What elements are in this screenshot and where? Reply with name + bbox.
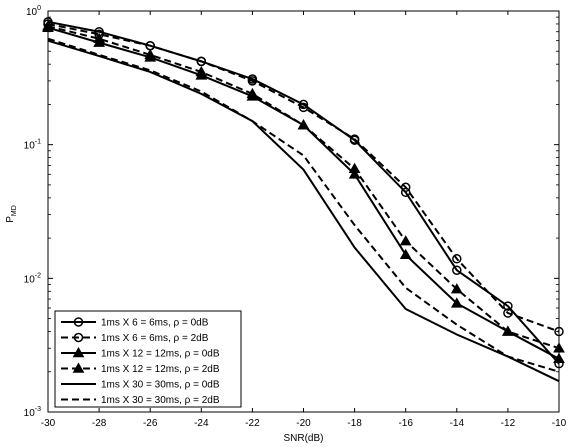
x-tick-label: -12 (501, 418, 516, 429)
data-point (400, 187, 411, 198)
x-axis-label: SNR(dB) (283, 433, 323, 444)
y-tick-label: 10-1 (24, 139, 41, 152)
data-point (553, 342, 565, 353)
data-point (554, 326, 564, 337)
y-axis-label-subscript: MD (11, 205, 18, 216)
data-point (144, 48, 157, 60)
legend-label: 1ms X 6 = 6ms, ρ = 2dB (101, 333, 209, 344)
y-tick-label: 100 (26, 5, 41, 18)
legend-box (54, 310, 242, 408)
legend-label: 1ms X 30 = 30ms, ρ = 2dB (101, 395, 220, 406)
data-point (298, 99, 309, 110)
x-tick-label: -18 (347, 418, 362, 429)
y-axis-label-main: P (5, 216, 16, 223)
data-point (247, 76, 258, 86)
data-point (503, 301, 513, 311)
series-line-6 (47, 37, 560, 373)
y-tick-base: 10 (26, 7, 38, 18)
x-tick-label: -28 (92, 418, 107, 429)
y-tick-base: 10 (24, 408, 36, 419)
x-tick-label: -20 (296, 418, 311, 429)
data-point (399, 235, 412, 246)
y-tick-base: 10 (24, 274, 36, 285)
data-point (450, 283, 463, 294)
x-tick-label: -22 (245, 418, 260, 429)
x-tick-label: -10 (552, 418, 567, 429)
data-point (553, 352, 565, 364)
data-point (72, 346, 85, 358)
series-line-1 (47, 20, 560, 365)
legend-label: 1ms X 6 = 6ms, ρ = 0dB (101, 318, 209, 329)
data-point (73, 317, 84, 327)
y-tick-exponent: -2 (35, 272, 41, 279)
y-tick-exponent: -3 (35, 406, 41, 413)
data-point (42, 20, 54, 31)
data-point (72, 362, 85, 373)
y-tick-exponent: 0 (37, 5, 41, 12)
axis-ticks: -30 -28 -26 -24 -22 -20 -18 -16 -14 -12 -1010010-1… (24, 5, 567, 429)
y-tick-base: 10 (24, 141, 36, 152)
data-point (400, 182, 411, 193)
data-point (348, 162, 361, 174)
data-point (452, 265, 462, 275)
data-point (399, 248, 412, 260)
data-point (195, 65, 208, 77)
data-point (452, 254, 462, 264)
x-tick-label: -26 (143, 418, 158, 429)
data-point (349, 134, 360, 144)
data-point (93, 32, 105, 44)
y-tick-exponent: -1 (35, 139, 41, 146)
data-point (196, 56, 207, 67)
data-point (348, 168, 361, 179)
x-tick-label: -30 (41, 418, 56, 429)
y-tick-label: 10-2 (24, 272, 41, 285)
data-point (503, 308, 513, 318)
data-point (246, 87, 259, 99)
x-tick-label: -14 (450, 418, 465, 429)
y-axis-label: PMD (5, 205, 18, 223)
legend-label: 1ms X 30 = 30ms, ρ = 0dB (101, 380, 220, 391)
y-tick-label: 10-3 (24, 406, 41, 419)
x-tick-label: -24 (194, 418, 209, 429)
series-markers (42, 17, 565, 369)
series-line-2 (47, 22, 560, 333)
x-tick-label: -16 (398, 418, 413, 429)
series-line-5 (47, 39, 560, 383)
data-point (502, 325, 514, 336)
legend-label: 1ms X 12 = 12ms, ρ = 2dB (101, 364, 220, 375)
legend: 1ms X 6 = 6ms, ρ = 0dB 1ms X 6 = 6ms, ρ =… (54, 310, 242, 408)
data-point (298, 102, 309, 113)
data-point (297, 119, 310, 130)
data-point (73, 332, 84, 343)
legend-label: 1ms X 12 = 12ms, ρ = 0dB (101, 349, 220, 360)
data-point (450, 297, 463, 308)
